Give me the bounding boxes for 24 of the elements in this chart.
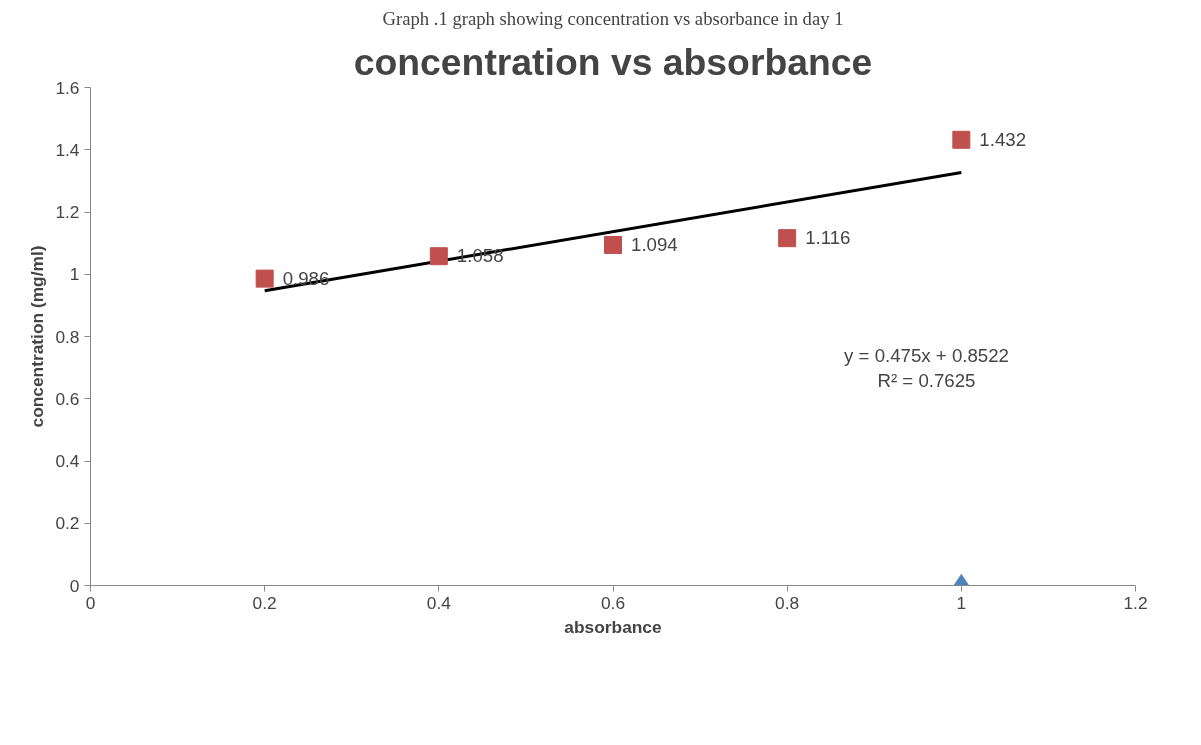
y-tick-label: 1.6 [55,77,80,98]
data-label: 1.116 [805,227,851,249]
y-tick-label: 0 [69,575,80,596]
y-tick-label: 0.2 [55,513,80,534]
x-tick-label: 1 [956,592,967,613]
y-tick-label: 0.8 [55,326,80,347]
x-tick-label: 0.2 [252,592,277,613]
x-axis-title: absorbance [564,616,662,637]
y-tick-label: 1 [69,264,80,285]
chart-subtitle: Graph .1 graph showing concentration vs absorbance in day 1 [382,7,844,29]
annotation: y = 0.475x + 0.8522 R² = 0.7625 [844,344,1009,391]
y-tick-label: 1.4 [55,139,80,160]
y-tick-label: 0.4 [55,451,80,471]
x-tick-label: 0.6 [600,592,626,613]
x-tick-label: 1.2 [1123,592,1148,613]
x-tick-label: 0.8 [775,592,800,613]
x-tick-label: 0 [85,592,96,613]
chart-title: concentration vs absorbance [353,40,873,83]
y-tick-label: 1.2 [55,202,80,222]
data-label: 1.432 [979,128,1027,150]
x-tick-label: 0.4 [426,592,452,613]
y-tick-label: 0.6 [55,388,80,409]
y-axis-title: concentration (mg/ml) [27,245,48,428]
data-label: 1.094 [631,233,678,255]
